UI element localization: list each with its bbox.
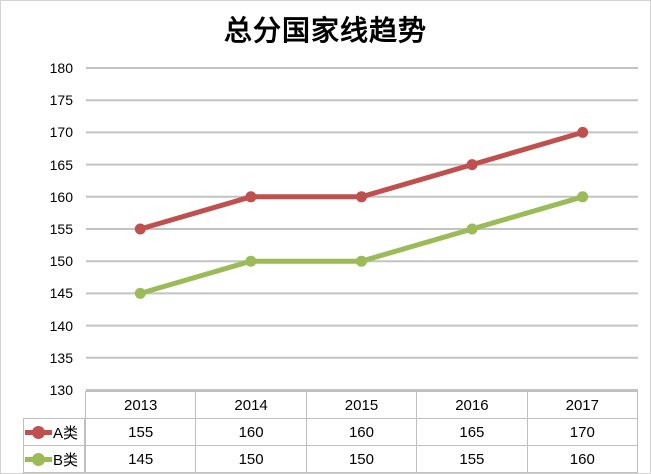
series-a-marker-icon: [25, 425, 52, 439]
table-value-b: 145: [86, 446, 196, 472]
data-table: 2013 2014 2015 2016 2017 155 160 160 165…: [85, 391, 638, 473]
legend-item-b: B类: [24, 446, 84, 472]
y-axis-tick-label: 155: [49, 221, 73, 237]
year-header: 2017: [527, 392, 637, 418]
table-value-a: 160: [306, 419, 417, 445]
data-point-marker: [466, 159, 478, 171]
legend-item-a: A类: [24, 419, 84, 445]
table-value-b: 155: [417, 446, 527, 472]
data-point-marker: [466, 223, 478, 235]
y-axis-tick-label: 140: [49, 317, 73, 334]
year-header: 2015: [306, 392, 417, 418]
data-point-marker: [356, 191, 367, 203]
data-point-marker: [245, 191, 257, 203]
table-value-a: 155: [86, 419, 196, 445]
year-header: 2016: [417, 392, 527, 418]
y-axis-tick-label: 160: [49, 188, 73, 205]
chart-title: 总分国家线趋势: [223, 15, 427, 46]
table-value-b: 150: [196, 446, 306, 472]
table-value-a: 165: [417, 419, 527, 445]
table-value-a: 170: [527, 419, 637, 445]
data-point-marker: [577, 191, 589, 203]
data-point-marker: [356, 255, 367, 267]
y-axis-tick-label: 180: [49, 60, 73, 76]
series-a-label: A类: [53, 424, 79, 442]
table-value-a: 160: [196, 419, 306, 445]
y-axis-tick-label: 135: [49, 349, 73, 366]
y-axis-tick-label: 145: [49, 285, 73, 302]
table-value-b: 160: [527, 446, 637, 472]
year-header: 2013: [86, 392, 196, 418]
data-point-marker: [134, 287, 146, 299]
table-value-b: 150: [306, 446, 417, 472]
y-axis-tick-label: 150: [49, 253, 73, 270]
y-axis-tick-label: 130: [49, 382, 73, 398]
data-point-marker: [577, 126, 589, 138]
y-axis-tick-label: 170: [49, 124, 73, 141]
year-header: 2014: [196, 392, 306, 418]
data-point-marker: [134, 223, 146, 235]
y-axis-tick-label: 175: [49, 92, 73, 109]
data-point-marker: [245, 255, 257, 267]
y-axis-tick-label: 165: [49, 156, 73, 173]
legend: A类 B类: [23, 418, 85, 473]
series-b-label: B类: [53, 451, 79, 469]
series-b-marker-icon: [25, 452, 52, 466]
